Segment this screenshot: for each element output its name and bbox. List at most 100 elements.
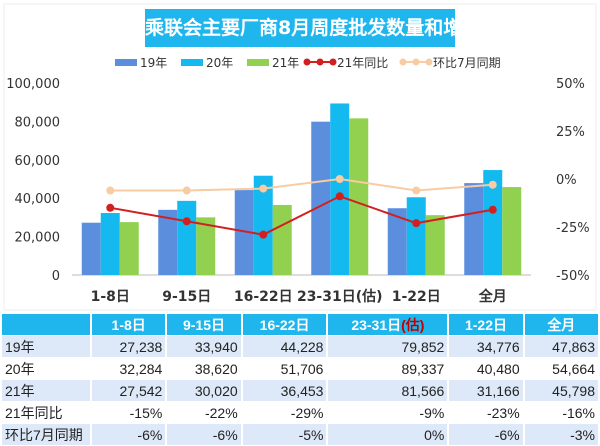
bar-21年 xyxy=(425,215,445,275)
bar-20年 xyxy=(177,200,197,275)
left-tick-label: 20,000 xyxy=(15,231,61,246)
table-cell: 38,620 xyxy=(167,358,241,379)
table-cell: 31,166 xyxy=(449,380,523,401)
left-tick-label: 60,000 xyxy=(15,154,61,169)
table-cell: 44,228 xyxy=(242,336,327,357)
point-21年同比 xyxy=(335,192,344,201)
bar-20年 xyxy=(253,175,273,275)
table-cell: 79,852 xyxy=(328,336,448,357)
table-cell: -22% xyxy=(167,402,241,423)
legend-label: 21年同比 xyxy=(337,56,388,70)
point-21年同比 xyxy=(106,203,115,212)
line-环比7月同期 xyxy=(110,177,493,192)
bar-21年 xyxy=(502,187,522,275)
table-row: 环比7月同期 -6% -6% -5% 0% -6% -3% xyxy=(2,424,598,445)
chart-title: 乘联会主要厂商8月周度批发数量和增速 xyxy=(145,9,481,47)
table-cell: -23% xyxy=(449,402,523,423)
legend-swatch xyxy=(247,59,269,66)
bar-19年 xyxy=(81,222,101,275)
legend-marker xyxy=(412,58,420,66)
legend-swatch xyxy=(181,59,203,66)
table-cell: 34,776 xyxy=(449,336,523,357)
bar-19年 xyxy=(311,121,331,275)
chart-border xyxy=(3,3,597,311)
table-cell: -3% xyxy=(524,424,598,445)
table-cell: -6% xyxy=(167,424,241,445)
bar-19年 xyxy=(158,209,178,275)
estimate-mark: (估) xyxy=(401,316,425,333)
bar-21年 xyxy=(272,205,292,275)
header-cell: 16-22日 xyxy=(242,314,327,335)
table-cell: 40,480 xyxy=(449,358,523,379)
row-label: 环比7月同期 xyxy=(2,424,90,445)
category-label: 全月 xyxy=(478,288,507,305)
table-row: 20年 32,284 38,620 51,706 89,337 40,480 54,664 xyxy=(2,358,598,379)
table-cell: -5% xyxy=(242,424,327,445)
table-cell: 81,566 xyxy=(328,380,448,401)
legend-label: 19年 xyxy=(140,56,167,70)
left-tick-label: 0 xyxy=(52,269,60,284)
bar-21年 xyxy=(119,222,139,275)
header-cell: 全月 xyxy=(524,314,598,335)
bar-21年 xyxy=(196,217,216,275)
point-环比7月同期 xyxy=(106,186,115,195)
table-row: 21年同比 -15% -22% -29% -9% -23% -16% xyxy=(2,402,598,423)
table-cell: -6% xyxy=(92,424,166,445)
legend-marker xyxy=(425,58,433,66)
table-cell: 0% xyxy=(328,424,448,445)
table-cell: 36,453 xyxy=(242,380,327,401)
point-21年同比 xyxy=(412,219,421,228)
row-label: 20年 xyxy=(2,358,90,379)
right-tick-label: 25% xyxy=(556,125,585,140)
right-tick-label: 0% xyxy=(556,173,577,188)
table-cell: 47,863 xyxy=(524,336,598,357)
point-21年同比 xyxy=(182,217,191,226)
right-tick-label: -50% xyxy=(556,269,590,284)
bar-20年 xyxy=(483,170,503,275)
table-cell: 27,542 xyxy=(92,380,166,401)
category-label: 1-8日 xyxy=(91,289,130,305)
legend-marker xyxy=(329,58,337,66)
header-cell: 1-8日 xyxy=(92,314,166,335)
table-cell: 51,706 xyxy=(242,358,327,379)
header-cell: 9-15日 xyxy=(167,314,241,335)
table-cell: 33,940 xyxy=(167,336,241,357)
table-cell: -29% xyxy=(242,402,327,423)
table-cell: 27,238 xyxy=(92,336,166,357)
header-cell: 23-31日(估) xyxy=(328,314,448,335)
bar-20年 xyxy=(330,103,350,275)
header-cell xyxy=(2,314,90,335)
table-cell: 32,284 xyxy=(92,358,166,379)
legend-label: 21年 xyxy=(272,56,299,70)
table-cell: 45,798 xyxy=(524,380,598,401)
point-21年同比 xyxy=(488,205,497,214)
bar-19年 xyxy=(464,183,484,275)
point-环比7月同期 xyxy=(335,175,344,183)
header-text: 23-31日 xyxy=(351,316,402,333)
category-label: 9-15日 xyxy=(162,289,211,305)
left-tick-label: 80,000 xyxy=(15,115,61,130)
chart: 0 20,000 40,000 60,000 80,000 100,000 -50% -25%… xyxy=(3,3,597,311)
row-label: 21年同比 xyxy=(2,402,90,423)
point-环比7月同期 xyxy=(488,180,497,189)
category-label: 16-22日 xyxy=(234,289,293,305)
bar-19年 xyxy=(387,208,407,275)
point-21年同比 xyxy=(259,230,268,239)
bar-20年 xyxy=(100,213,120,275)
legend-marker xyxy=(316,58,324,66)
category-label: 23-31日(估) xyxy=(297,288,383,305)
right-tick-label: 50% xyxy=(556,77,585,92)
table-header-row: 1-8日 9-15日 16-22日 23-31日(估) 1-22日 全月 xyxy=(2,314,598,335)
table-cell: -16% xyxy=(524,402,598,423)
table-cell: -9% xyxy=(328,402,448,423)
bar-20年 xyxy=(406,197,426,275)
table-cell: -6% xyxy=(449,424,523,445)
left-tick-label: 40,000 xyxy=(15,192,61,207)
table-row: 21年 27,542 30,020 36,453 81,566 31,166 45,798 xyxy=(2,380,598,401)
table-cell: 30,020 xyxy=(167,380,241,401)
row-label: 19年 xyxy=(2,336,90,357)
left-tick-label: 100,000 xyxy=(6,77,60,92)
point-环比7月同期 xyxy=(182,186,191,195)
row-label: 21年 xyxy=(2,380,90,401)
legend-label: 20年 xyxy=(206,56,233,70)
